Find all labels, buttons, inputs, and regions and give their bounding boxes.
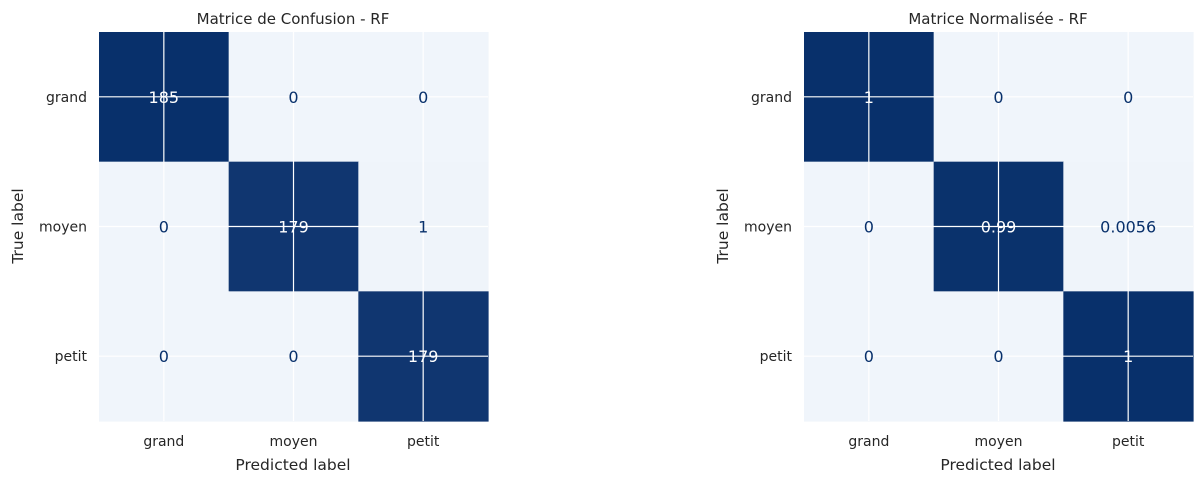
x-tick-label: petit: [407, 434, 440, 450]
cell-value-label: 0: [864, 218, 874, 237]
x-axis-label: Predicted label: [235, 456, 350, 474]
y-axis-label: True label: [714, 188, 732, 264]
cell-value-label: 179: [278, 218, 309, 237]
confusion-matrix-chart: Matrice de Confusion - RF 185 0 0 0 179 1 0 0 17…: [9, 10, 489, 474]
cell-value-label: 0: [993, 88, 1003, 107]
y-tick-labels: grand moyen petit: [39, 90, 87, 365]
normalized-matrix-chart: Matrice Normalisée - RF 1 0 0 0 0.99 0.0056 0 0…: [714, 10, 1194, 474]
y-axis-label: True label: [9, 188, 27, 264]
cell-value-label: 1: [418, 218, 428, 237]
cell-value-label: 0: [288, 347, 298, 366]
y-tick-label: grand: [46, 90, 87, 106]
cell-value-label: 1: [1123, 347, 1133, 366]
y-tick-label: petit: [760, 349, 793, 365]
y-tick-label: petit: [55, 349, 88, 365]
x-tick-label: moyen: [270, 434, 318, 450]
cell-value-label: 0: [159, 347, 169, 366]
cell-value-label: 0: [288, 88, 298, 107]
gridlines: [804, 32, 1194, 422]
cell-value-labels: 1 0 0 0 0.99 0.0056 0 0 1: [864, 88, 1156, 366]
chart-title: Matrice Normalisée - RF: [908, 10, 1087, 28]
cell-value-label: 0: [993, 347, 1003, 366]
cell-value-label: 0.0056: [1100, 218, 1156, 237]
x-axis-label: Predicted label: [940, 456, 1055, 474]
y-tick-label: grand: [751, 90, 792, 106]
cell-value-label: 0.99: [981, 218, 1017, 237]
cell-value-label: 179: [408, 347, 439, 366]
cell-value-label: 0: [864, 347, 874, 366]
chart-title: Matrice de Confusion - RF: [197, 10, 390, 28]
gridlines: [99, 32, 489, 422]
cell-value-labels: 185 0 0 0 179 1 0 0 179: [149, 88, 439, 366]
x-tick-label: grand: [143, 434, 184, 450]
x-tick-labels: grand moyen petit: [143, 434, 440, 450]
y-tick-labels: grand moyen petit: [744, 90, 792, 365]
cell-value-label: 0: [1123, 88, 1133, 107]
x-tick-labels: grand moyen petit: [848, 434, 1145, 450]
cell-value-label: 0: [418, 88, 428, 107]
x-tick-label: grand: [848, 434, 889, 450]
cell-value-label: 0: [159, 218, 169, 237]
y-tick-label: moyen: [39, 220, 87, 236]
y-tick-label: moyen: [744, 220, 792, 236]
cell-value-label: 1: [864, 88, 874, 107]
cell-value-label: 185: [149, 88, 180, 107]
x-tick-label: petit: [1112, 434, 1145, 450]
x-tick-label: moyen: [975, 434, 1023, 450]
